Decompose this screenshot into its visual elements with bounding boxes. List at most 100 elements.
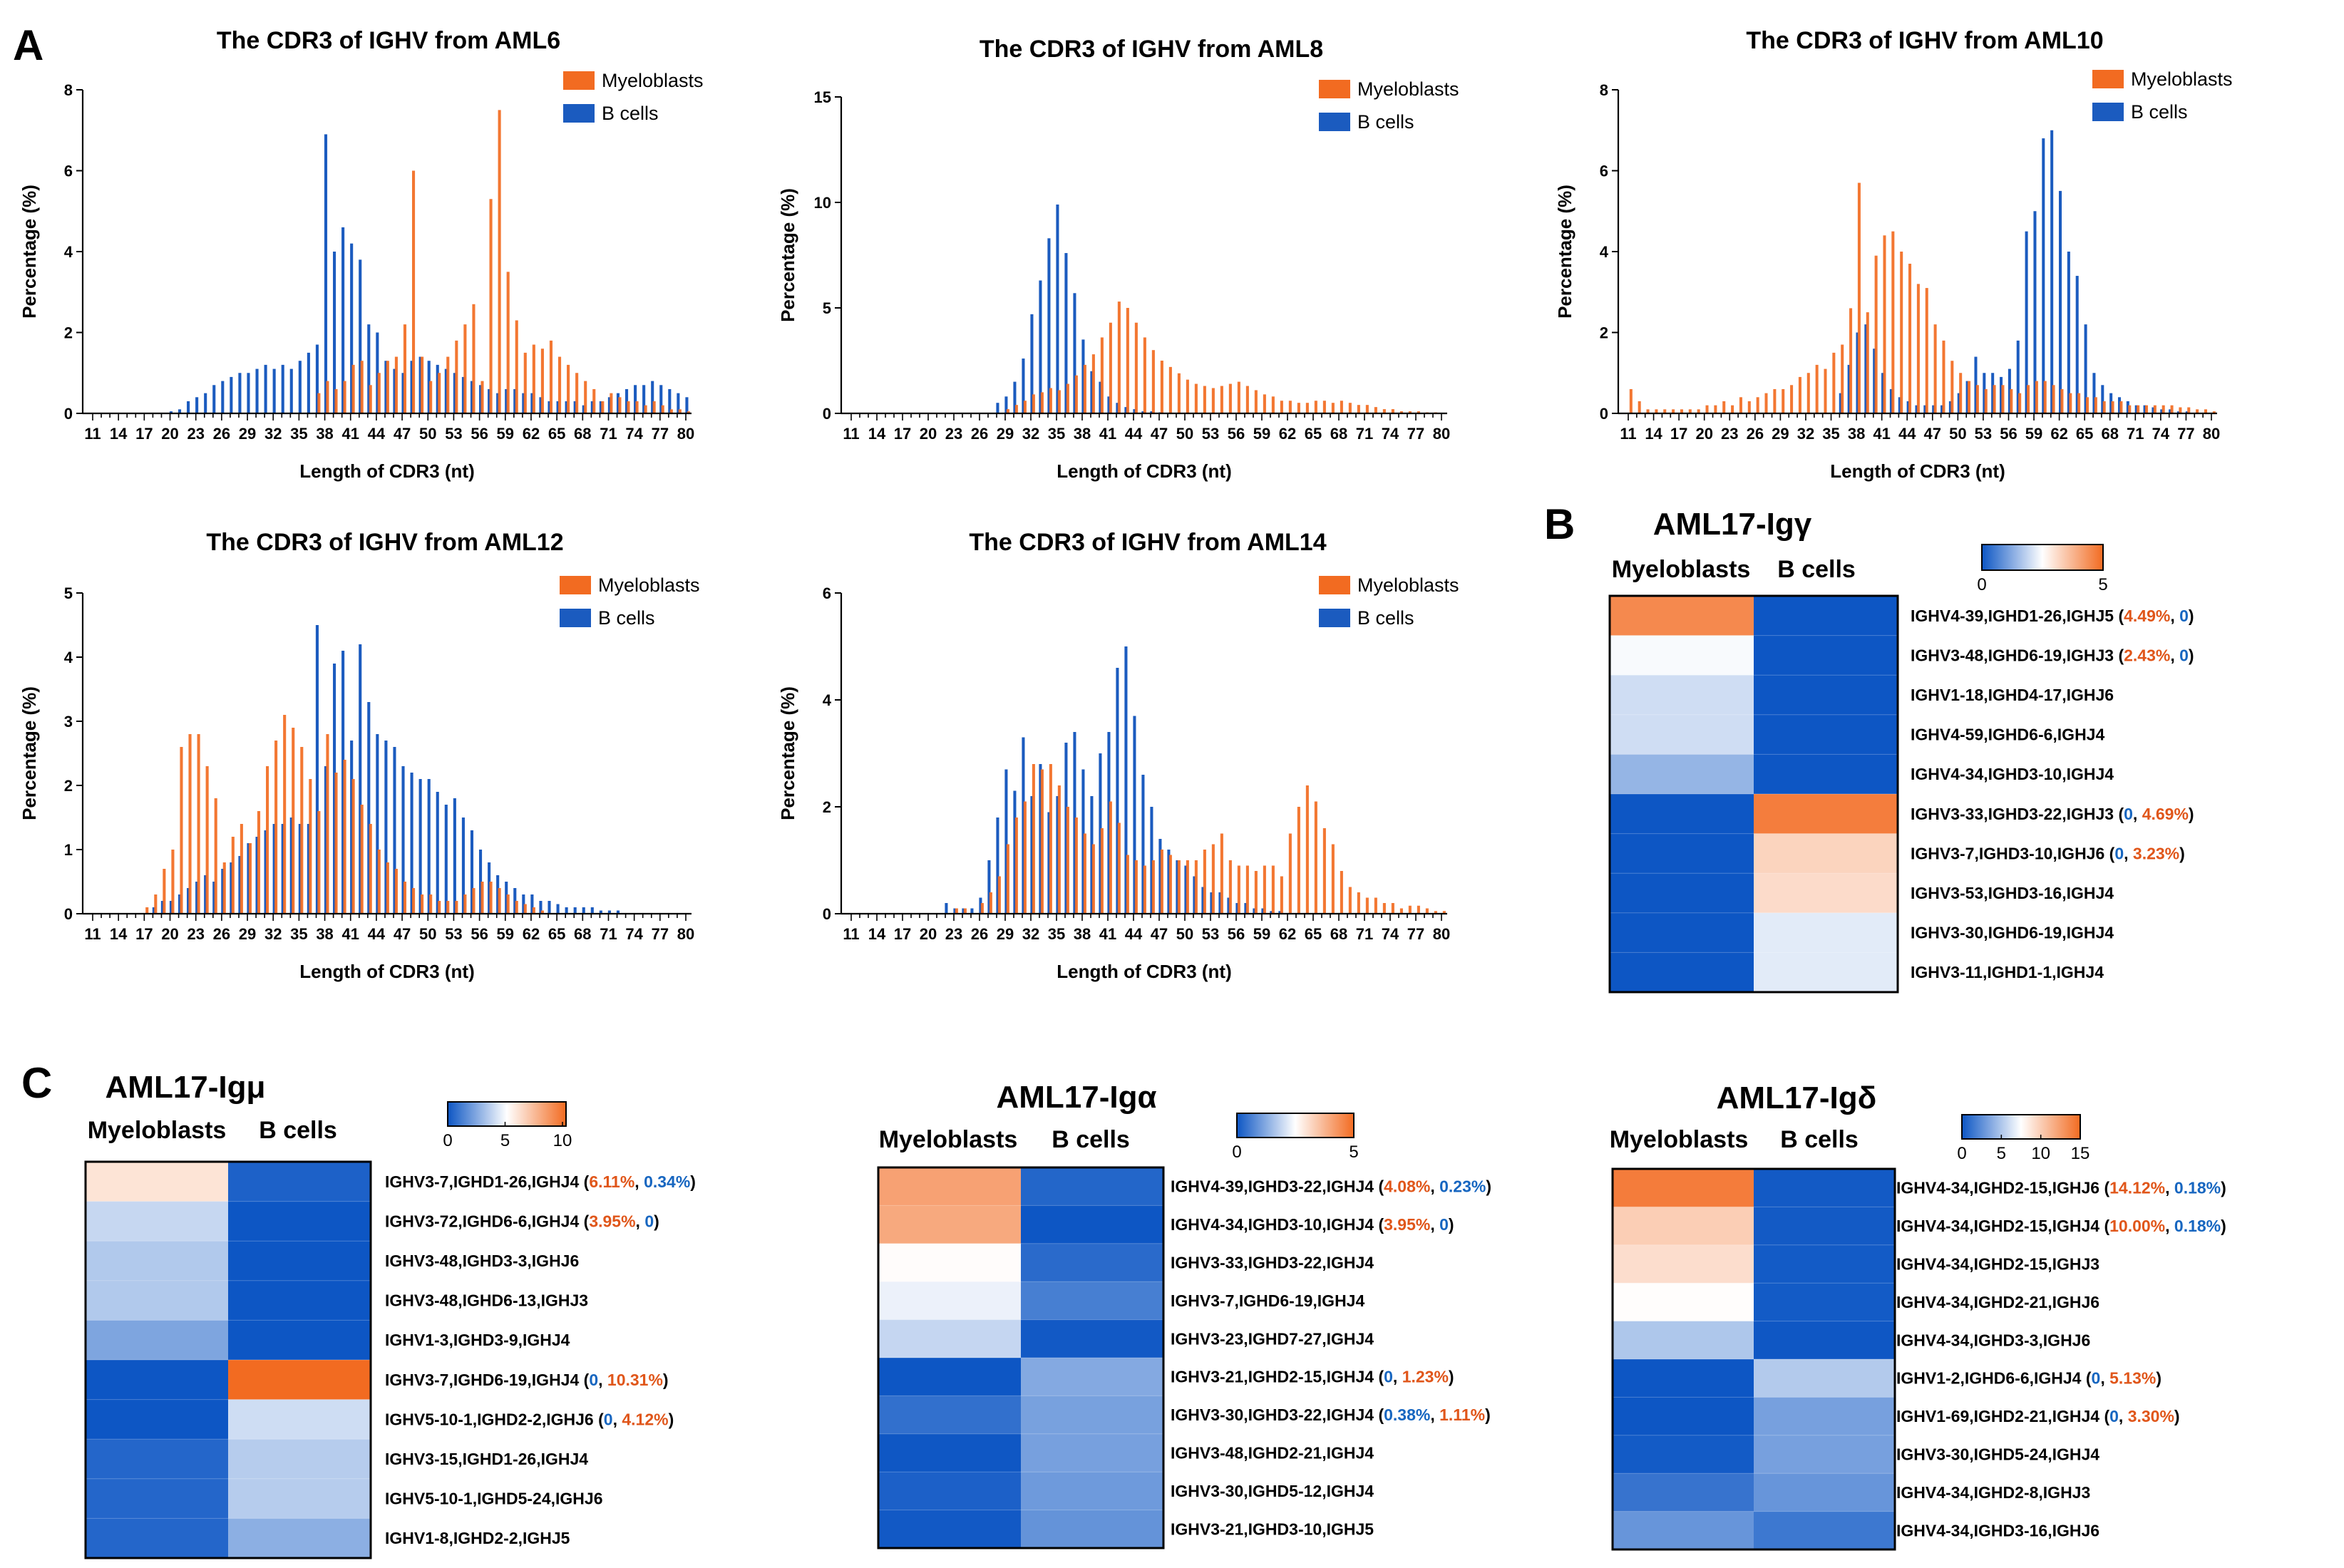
colorbar-tick-label: 5	[1997, 1144, 2006, 1163]
bar-bcells	[2126, 401, 2129, 413]
bar-myeloblasts	[1220, 833, 1223, 914]
bar-bcells	[2008, 368, 2011, 413]
row-percentage: 0	[2179, 607, 2189, 625]
bar-bcells	[548, 901, 551, 914]
heatmap-cell	[1610, 794, 1754, 835]
bar-myeloblasts	[1832, 352, 1836, 414]
bar-myeloblasts	[489, 882, 493, 914]
row-label: IGHV4-34,IGHD2-15,IGHJ3	[1896, 1255, 2099, 1274]
x-tick-label: 74	[1382, 925, 1399, 943]
x-tick-label: 20	[161, 425, 178, 443]
bar-myeloblasts	[446, 901, 450, 914]
bar-myeloblasts	[429, 894, 433, 914]
bar-myeloblasts	[1942, 340, 1945, 413]
bar-bcells	[996, 403, 999, 413]
bar-bcells	[2176, 411, 2181, 413]
bar-myeloblasts	[567, 364, 570, 413]
bar-bcells	[1270, 911, 1273, 914]
column-label-bcells: B cells	[1052, 1126, 1130, 1153]
row-label: IGHV1-2,IGHD6-6,IGHJ4 (0, 5.13%)	[1896, 1369, 2161, 1388]
x-tick-label: 32	[1022, 925, 1039, 943]
heatmap-cell	[1754, 596, 1898, 636]
x-tick-label: 80	[1433, 425, 1450, 443]
bar-bcells	[341, 651, 345, 914]
bar-bcells	[582, 907, 585, 914]
y-tick-label: 5	[64, 584, 73, 602]
chart-title: The CDR3 of IGHV from AML14	[969, 529, 1326, 556]
heatmap-border	[1608, 594, 1899, 994]
heatmap-cell	[1754, 1397, 1895, 1436]
x-tick-label: 53	[1202, 425, 1219, 443]
bar-myeloblasts	[523, 904, 527, 914]
bar-myeloblasts	[652, 401, 656, 413]
bar-myeloblasts	[2035, 381, 2038, 413]
bar-myeloblasts	[1442, 911, 1446, 914]
bar-myeloblasts	[1900, 252, 1903, 413]
row-percentage: 0.23%	[1439, 1177, 1486, 1196]
bar-myeloblasts	[2085, 397, 2089, 413]
row-percentage: 10.31%	[607, 1371, 663, 1389]
row-percentage: ,	[2100, 1369, 2109, 1388]
row-percentage: (	[579, 1212, 589, 1230]
bar-bcells	[401, 766, 405, 914]
bar-myeloblasts	[1874, 255, 1878, 413]
bar-bcells	[2033, 211, 2037, 413]
row-percentage: ,	[2165, 1179, 2174, 1197]
x-tick-label: 38	[1074, 425, 1091, 443]
bar-myeloblasts	[1382, 903, 1386, 914]
heatmap-cell	[1754, 1283, 1895, 1322]
bar-bcells	[1158, 839, 1162, 914]
row-percentage: )	[654, 1212, 659, 1230]
heatmap-cell	[1754, 714, 1898, 755]
x-tick-label: 44	[1125, 425, 1143, 443]
row-label: IGHV3-21,IGHD3-10,IGHJ5	[1171, 1520, 1374, 1538]
x-tick-label: 23	[187, 425, 204, 443]
bar-bcells	[367, 324, 371, 413]
row-percentage: 0	[644, 1212, 654, 1230]
row-percentage: (	[1374, 1405, 1384, 1424]
bar-myeloblasts	[326, 381, 329, 413]
row-gene: IGHV3-48,IGHD2-21,IGHJ4	[1171, 1444, 1374, 1463]
bar-bcells	[962, 908, 965, 914]
row-label: IGHV4-59,IGHD6-6,IGHJ4	[1911, 726, 2104, 744]
bar-bcells	[1983, 373, 1986, 413]
bar-myeloblasts	[627, 401, 630, 413]
x-tick-label: 59	[1253, 425, 1270, 443]
x-tick-label: 32	[1797, 425, 1814, 443]
heatmap-cell	[1613, 1244, 1754, 1284]
bar-bcells	[341, 227, 345, 413]
heatmap-cell	[878, 1319, 1021, 1358]
y-tick-label: 2	[1600, 324, 1608, 342]
bar-myeloblasts	[2119, 401, 2123, 413]
x-tick-label: 65	[1305, 425, 1322, 443]
bar-bcells	[1150, 411, 1153, 413]
row-gene: IGHV4-34,IGHD3-10,IGHJ4	[1171, 1215, 1374, 1234]
bar-bcells	[505, 388, 508, 413]
row-gene: IGHV3-72,IGHD6-6,IGHJ4	[385, 1212, 579, 1230]
bar-myeloblasts	[1237, 865, 1240, 914]
bar-myeloblasts	[1014, 405, 1018, 413]
row-gene: IGHV4-34,IGHD2-21,IGHJ6	[1896, 1293, 2099, 1311]
bar-myeloblasts	[1083, 833, 1086, 914]
bar-bcells	[359, 259, 362, 413]
row-gene: IGHV3-11,IGHD1-1,IGHJ4	[1911, 963, 2104, 981]
x-tick-label: 11	[84, 425, 101, 443]
bar-myeloblasts	[1340, 401, 1343, 413]
bar-myeloblasts	[266, 766, 269, 914]
bar-bcells	[2042, 138, 2045, 413]
x-tick-label: 71	[1356, 925, 1373, 943]
row-label: IGHV3-7,IGHD6-19,IGHJ4	[1171, 1291, 1364, 1310]
row-percentage: )	[2221, 1217, 2226, 1235]
legend-swatch	[1319, 576, 1350, 594]
bar-bcells	[607, 397, 611, 413]
row-percentage: (	[1374, 1368, 1384, 1386]
bar-bcells	[970, 908, 974, 914]
bar-myeloblasts	[618, 397, 622, 413]
row-gene: IGHV4-34,IGHD3-10,IGHJ4	[1911, 765, 2114, 783]
heatmap-cell	[86, 1360, 228, 1401]
heatmap-cell	[1754, 754, 1898, 795]
bar-bcells	[1124, 646, 1128, 914]
bar-bcells	[1081, 769, 1085, 914]
bar-myeloblasts	[154, 894, 158, 914]
row-percentage: ,	[1430, 1405, 1439, 1424]
